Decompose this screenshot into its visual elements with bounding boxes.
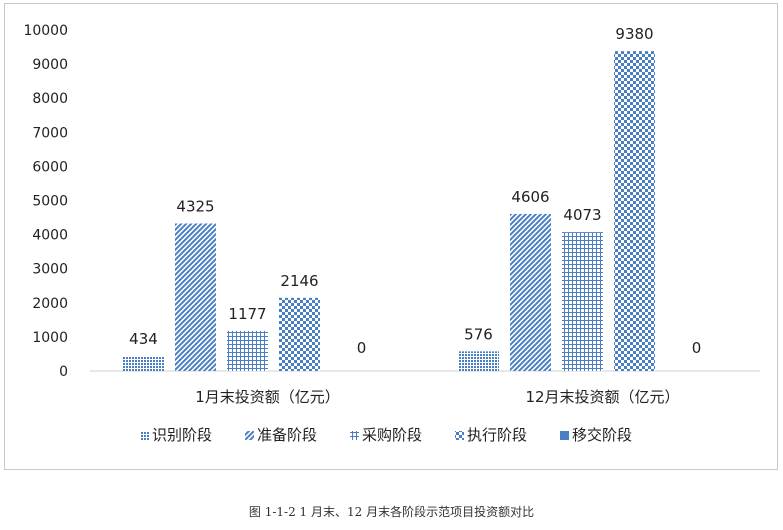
bar-chart: 0 1000 2000 3000 4000 5000 6000 7000 8000 9000 100… <box>23 23 760 444</box>
legend-swatch <box>560 431 569 440</box>
legend-label: 准备阶段 <box>257 426 317 444</box>
bar-4-1 <box>279 297 320 371</box>
data-label: 434 <box>129 330 158 348</box>
bar-2-1 <box>175 223 216 371</box>
bar-3-2 <box>562 232 603 371</box>
data-label: 1177 <box>228 305 266 323</box>
data-labels-group: 434 4325 1177 2146 0 576 4606 4073 9380 0 <box>129 25 701 357</box>
data-label: 4325 <box>176 198 214 216</box>
data-label: 9380 <box>615 25 653 43</box>
y-tick-label: 7000 <box>32 125 68 141</box>
y-tick-label: 3000 <box>32 262 68 278</box>
category-labels-group: 1月末投资额（亿元） 12月末投资额（亿元） <box>195 388 679 406</box>
legend-label: 执行阶段 <box>467 426 527 444</box>
bar-4-2 <box>614 51 655 371</box>
y-axis-tick-labels: 0 1000 2000 3000 4000 5000 6000 7000 8000 9000 100… <box>23 23 68 380</box>
y-tick-label: 8000 <box>32 91 68 107</box>
bar-2-2 <box>510 213 551 371</box>
legend-swatch <box>350 431 359 440</box>
bar-series-group <box>123 51 655 371</box>
y-tick-label: 5000 <box>32 194 68 210</box>
bar-1-2 <box>458 351 499 371</box>
legend-label: 移交阶段 <box>572 426 632 444</box>
y-tick-label: 0 <box>59 364 68 380</box>
legend-swatch <box>245 431 254 440</box>
data-label: 576 <box>464 325 493 343</box>
data-label: 4606 <box>511 188 549 206</box>
y-tick-label: 6000 <box>32 159 68 175</box>
y-tick-label: 1000 <box>32 330 68 346</box>
data-label: 4073 <box>563 206 601 224</box>
data-label: 0 <box>692 339 702 357</box>
legend-swatch <box>455 431 464 440</box>
legend-label: 采购阶段 <box>362 426 422 444</box>
x-category-label: 12月末投资额（亿元） <box>525 388 679 406</box>
y-tick-label: 9000 <box>32 57 68 73</box>
y-tick-label: 10000 <box>23 23 68 39</box>
legend-swatch <box>140 431 149 440</box>
y-tick-label: 4000 <box>32 228 68 244</box>
bar-1-1 <box>123 356 164 371</box>
y-tick-label: 2000 <box>32 296 68 312</box>
figure-caption: 图 1-1-2 1 月末、12 月末各阶段示范项目投资额对比 <box>248 505 535 519</box>
data-label: 0 <box>357 339 367 357</box>
data-label: 2146 <box>280 272 318 290</box>
legend-label: 识别阶段 <box>152 426 212 444</box>
x-category-label: 1月末投资额（亿元） <box>195 388 340 406</box>
bar-3-1 <box>227 330 268 371</box>
legend: 识别阶段 准备阶段 采购阶段 执行阶段 移交阶段 <box>140 426 632 444</box>
